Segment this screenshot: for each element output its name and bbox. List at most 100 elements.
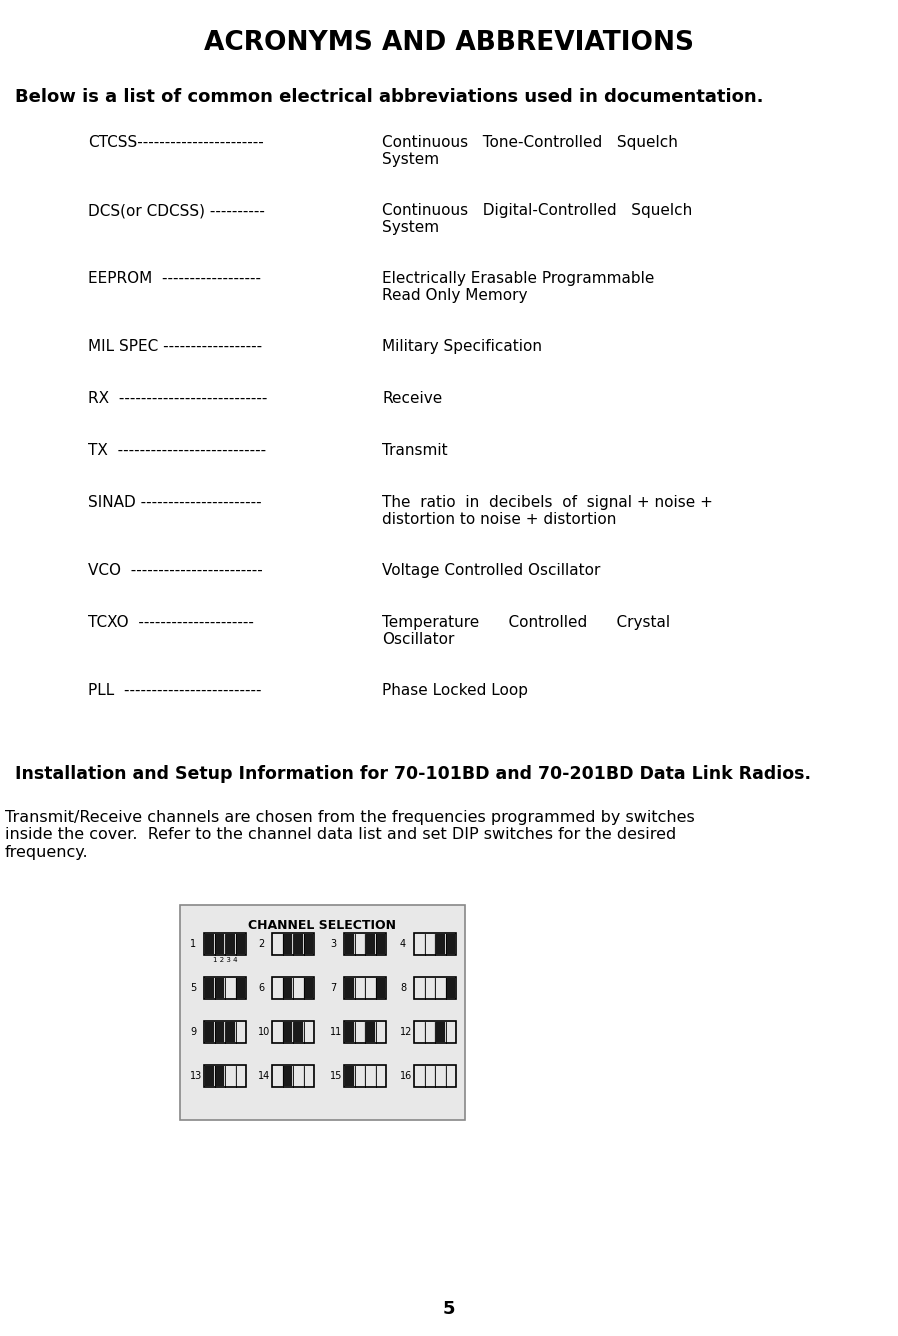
Bar: [216, 1066, 224, 1086]
Bar: [225, 978, 234, 998]
Bar: [446, 1066, 455, 1086]
Bar: [365, 978, 374, 998]
Bar: [216, 978, 224, 998]
Bar: [414, 977, 456, 999]
Text: 7: 7: [330, 983, 336, 993]
Text: Electrically Erasable Programmable
Read Only Memory: Electrically Erasable Programmable Read …: [382, 271, 655, 303]
Bar: [294, 1066, 303, 1086]
Text: 5: 5: [190, 983, 197, 993]
Text: Phase Locked Loop: Phase Locked Loop: [382, 683, 528, 697]
Bar: [365, 1022, 374, 1042]
Bar: [356, 1022, 365, 1042]
Bar: [205, 934, 214, 954]
Text: Temperature      Controlled      Crystal
Oscillator: Temperature Controlled Crystal Oscillato…: [382, 615, 670, 648]
Bar: [345, 1066, 354, 1086]
Bar: [345, 934, 354, 954]
Text: Transmit/Receive channels are chosen from the frequencies programmed by switches: Transmit/Receive channels are chosen fro…: [5, 810, 695, 860]
Bar: [304, 1022, 313, 1042]
Bar: [273, 1022, 282, 1042]
Bar: [344, 933, 386, 955]
Bar: [273, 978, 282, 998]
Bar: [415, 1066, 424, 1086]
Text: 5: 5: [443, 1300, 455, 1319]
Bar: [344, 1065, 386, 1088]
Bar: [415, 1022, 424, 1042]
Bar: [294, 978, 303, 998]
Text: Voltage Controlled Oscillator: Voltage Controlled Oscillator: [382, 562, 601, 578]
Bar: [426, 1066, 435, 1086]
Bar: [365, 1066, 374, 1086]
Text: ACRONYMS AND ABBREVIATIONS: ACRONYMS AND ABBREVIATIONS: [204, 29, 694, 56]
Text: CTCSS-----------------------: CTCSS-----------------------: [88, 135, 264, 150]
Text: Continuous   Tone-Controlled   Squelch
System: Continuous Tone-Controlled Squelch Syste…: [382, 135, 678, 167]
Bar: [304, 978, 313, 998]
Text: DCS(or CDCSS) ----------: DCS(or CDCSS) ----------: [88, 203, 265, 218]
Bar: [415, 978, 424, 998]
Bar: [446, 934, 455, 954]
Bar: [204, 977, 246, 999]
Bar: [283, 1022, 292, 1042]
Bar: [344, 1021, 386, 1043]
Text: Continuous   Digital-Controlled   Squelch
System: Continuous Digital-Controlled Squelch Sy…: [382, 203, 692, 235]
Text: 10: 10: [258, 1027, 270, 1037]
Text: PLL  -------------------------: PLL -------------------------: [88, 683, 261, 697]
Bar: [426, 1022, 435, 1042]
Text: Transmit: Transmit: [382, 444, 447, 458]
Bar: [376, 1022, 385, 1042]
Bar: [283, 1066, 292, 1086]
Text: 1: 1: [190, 939, 196, 949]
Bar: [294, 1022, 303, 1042]
Bar: [446, 1022, 455, 1042]
Bar: [236, 978, 245, 998]
Bar: [376, 934, 385, 954]
Bar: [283, 934, 292, 954]
Bar: [345, 1022, 354, 1042]
Bar: [426, 934, 435, 954]
Bar: [344, 977, 386, 999]
Text: VCO  ------------------------: VCO ------------------------: [88, 562, 263, 578]
Text: RX  ---------------------------: RX ---------------------------: [88, 391, 268, 406]
Text: 14: 14: [258, 1071, 270, 1081]
Bar: [415, 934, 424, 954]
Text: 13: 13: [190, 1071, 202, 1081]
Text: 16: 16: [400, 1071, 412, 1081]
Bar: [273, 934, 282, 954]
Text: 8: 8: [400, 983, 406, 993]
Bar: [272, 1021, 314, 1043]
Bar: [273, 1066, 282, 1086]
Bar: [345, 978, 354, 998]
Bar: [304, 1066, 313, 1086]
Bar: [225, 934, 234, 954]
Bar: [365, 934, 374, 954]
Text: Below is a list of common electrical abbreviations used in documentation.: Below is a list of common electrical abb…: [15, 88, 763, 106]
Bar: [272, 933, 314, 955]
Bar: [356, 978, 365, 998]
Text: Receive: Receive: [382, 391, 442, 406]
Bar: [272, 977, 314, 999]
Bar: [376, 1066, 385, 1086]
Text: The  ratio  in  decibels  of  signal + noise +
distortion to noise + distortion: The ratio in decibels of signal + noise …: [382, 496, 713, 528]
Text: EEPROM  ------------------: EEPROM ------------------: [88, 271, 261, 286]
Bar: [426, 978, 435, 998]
Text: 1 2 3 4: 1 2 3 4: [213, 957, 237, 963]
Text: TX  ---------------------------: TX ---------------------------: [88, 444, 266, 458]
Text: TCXO  ---------------------: TCXO ---------------------: [88, 615, 254, 631]
Text: 15: 15: [330, 1071, 342, 1081]
Text: MIL SPEC ------------------: MIL SPEC ------------------: [88, 339, 262, 354]
Bar: [204, 1065, 246, 1088]
Text: 4: 4: [400, 939, 406, 949]
Text: Military Specification: Military Specification: [382, 339, 542, 354]
Bar: [414, 1021, 456, 1043]
Bar: [304, 934, 313, 954]
Text: CHANNEL SELECTION: CHANNEL SELECTION: [249, 919, 397, 933]
Bar: [436, 1022, 445, 1042]
Bar: [446, 978, 455, 998]
Bar: [225, 1066, 234, 1086]
Text: Installation and Setup Information for 70-101BD and 70-201BD Data Link Radios.: Installation and Setup Information for 7…: [15, 766, 811, 783]
Bar: [283, 978, 292, 998]
Bar: [414, 1065, 456, 1088]
Bar: [272, 1065, 314, 1088]
Bar: [204, 933, 246, 955]
Bar: [356, 1066, 365, 1086]
Bar: [236, 934, 245, 954]
